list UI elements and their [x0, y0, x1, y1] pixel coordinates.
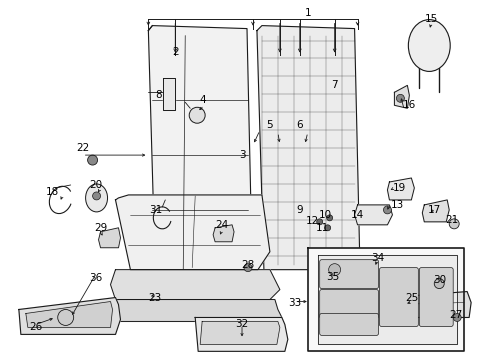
Text: 3: 3 — [238, 150, 245, 160]
Text: 4: 4 — [200, 95, 206, 105]
FancyBboxPatch shape — [379, 268, 417, 327]
Text: 34: 34 — [370, 253, 384, 263]
Text: 14: 14 — [350, 210, 364, 220]
Circle shape — [396, 94, 404, 102]
Polygon shape — [163, 78, 175, 110]
Text: 2: 2 — [172, 48, 178, 58]
Circle shape — [58, 310, 74, 325]
Polygon shape — [422, 200, 448, 222]
Text: 21: 21 — [445, 215, 458, 225]
Text: 18: 18 — [46, 187, 59, 197]
Polygon shape — [256, 26, 359, 270]
Text: 10: 10 — [319, 210, 331, 220]
Circle shape — [316, 219, 322, 225]
Circle shape — [448, 219, 458, 229]
Circle shape — [328, 264, 340, 276]
Circle shape — [324, 225, 330, 231]
Text: 16: 16 — [402, 100, 415, 110]
Text: 13: 13 — [390, 200, 403, 210]
Text: 1: 1 — [304, 8, 310, 18]
Text: 5: 5 — [266, 120, 273, 130]
Text: 7: 7 — [331, 80, 337, 90]
Text: 15: 15 — [424, 14, 437, 24]
Text: 24: 24 — [215, 220, 228, 230]
Polygon shape — [386, 178, 413, 200]
Text: 33: 33 — [287, 297, 301, 307]
Text: 12: 12 — [305, 216, 319, 226]
FancyBboxPatch shape — [419, 268, 452, 327]
Text: 9: 9 — [296, 205, 303, 215]
Circle shape — [189, 107, 205, 123]
Text: 22: 22 — [76, 143, 89, 153]
Polygon shape — [394, 85, 408, 108]
Ellipse shape — [85, 184, 107, 212]
Text: 31: 31 — [148, 205, 162, 215]
FancyBboxPatch shape — [319, 289, 378, 319]
Polygon shape — [19, 298, 120, 334]
Text: 30: 30 — [432, 275, 445, 285]
Text: 32: 32 — [235, 319, 248, 329]
Polygon shape — [148, 26, 251, 275]
Text: 19: 19 — [392, 183, 405, 193]
Text: 26: 26 — [29, 323, 42, 332]
Circle shape — [433, 279, 443, 289]
Polygon shape — [307, 248, 463, 351]
Text: 28: 28 — [241, 260, 254, 270]
Text: 25: 25 — [405, 293, 418, 302]
Circle shape — [244, 264, 251, 272]
Circle shape — [452, 314, 460, 321]
Text: 36: 36 — [89, 273, 102, 283]
Polygon shape — [354, 205, 392, 225]
Text: 29: 29 — [94, 223, 107, 233]
Text: 20: 20 — [89, 180, 102, 190]
Polygon shape — [115, 195, 269, 270]
Circle shape — [326, 215, 332, 221]
FancyBboxPatch shape — [319, 314, 378, 336]
Polygon shape — [26, 302, 112, 328]
Circle shape — [87, 155, 98, 165]
Ellipse shape — [407, 20, 449, 71]
Polygon shape — [195, 318, 287, 351]
Text: 27: 27 — [448, 310, 462, 320]
Polygon shape — [317, 255, 456, 345]
Text: 17: 17 — [427, 205, 440, 215]
Polygon shape — [105, 300, 281, 321]
Circle shape — [92, 192, 101, 200]
Polygon shape — [110, 270, 279, 300]
Polygon shape — [386, 292, 470, 318]
Polygon shape — [200, 321, 279, 345]
FancyBboxPatch shape — [319, 260, 378, 289]
Circle shape — [383, 206, 390, 214]
Polygon shape — [213, 225, 234, 242]
Text: 35: 35 — [325, 272, 339, 282]
Text: 23: 23 — [148, 293, 162, 302]
Text: 11: 11 — [315, 223, 328, 233]
Text: 8: 8 — [155, 90, 162, 100]
Text: 6: 6 — [296, 120, 303, 130]
Polygon shape — [99, 228, 120, 248]
